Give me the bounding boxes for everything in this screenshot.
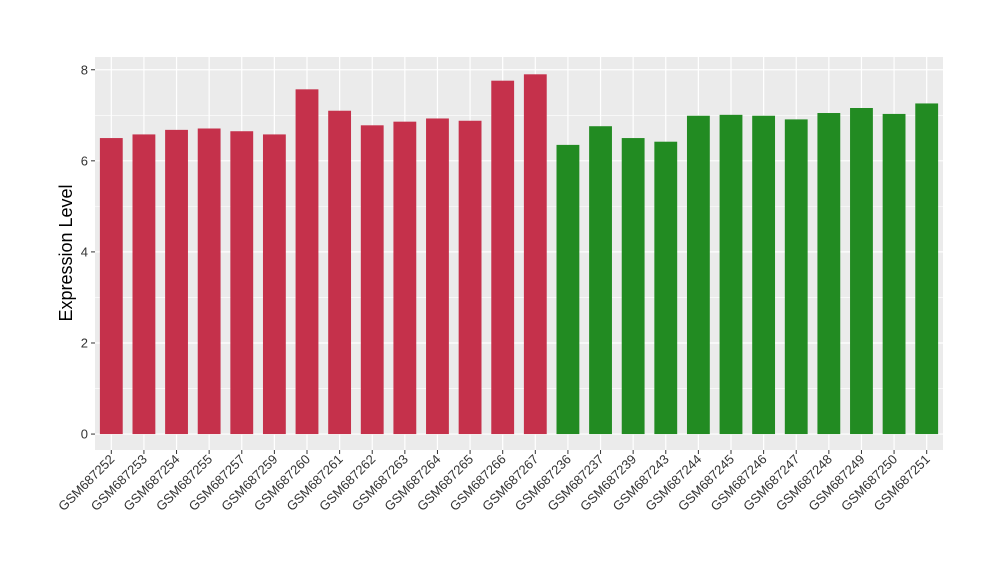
bar xyxy=(491,80,515,435)
y-tick-label: 4 xyxy=(81,244,88,259)
y-tick-label: 8 xyxy=(81,62,88,77)
plot-panel xyxy=(95,57,943,450)
bar xyxy=(426,118,449,435)
bar xyxy=(328,110,352,435)
bar xyxy=(556,144,580,435)
bar xyxy=(458,120,482,435)
bar xyxy=(882,113,906,435)
bar xyxy=(393,121,417,435)
bar xyxy=(262,134,286,435)
bars xyxy=(99,74,939,435)
bar xyxy=(850,108,873,435)
bar xyxy=(686,115,710,435)
y-tick-label: 0 xyxy=(81,427,88,442)
x-axis: GSM687252GSM687253GSM687254GSM687255GSM6… xyxy=(55,450,933,514)
bar xyxy=(132,134,156,435)
bar xyxy=(197,128,221,435)
bar xyxy=(915,103,939,435)
bar xyxy=(817,113,841,435)
bar xyxy=(230,131,254,435)
bar xyxy=(784,119,808,435)
bar xyxy=(295,89,319,435)
bar xyxy=(589,126,612,435)
bar xyxy=(654,141,678,435)
y-tick-label: 6 xyxy=(81,153,88,168)
bar xyxy=(523,74,547,435)
bar xyxy=(752,115,776,435)
bar xyxy=(165,129,188,435)
bar xyxy=(719,114,743,435)
y-axis-title: Expression Level xyxy=(56,184,76,321)
y-tick-label: 2 xyxy=(81,335,88,350)
y-axis: 0 2 4 6 8 xyxy=(81,62,95,442)
bar xyxy=(99,138,123,435)
bar xyxy=(621,138,645,435)
bar xyxy=(360,125,384,435)
